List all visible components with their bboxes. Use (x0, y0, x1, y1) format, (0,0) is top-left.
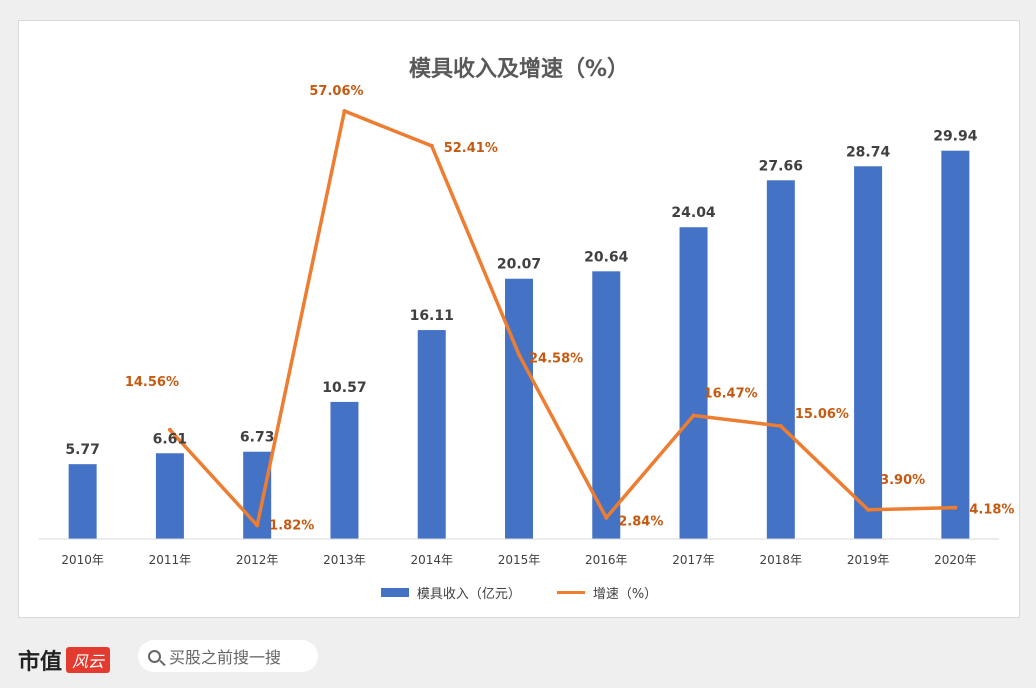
line-label-2016年: 2.84% (618, 515, 663, 530)
line-point-2014年[interactable] (429, 143, 434, 148)
legend-swatch-bar (380, 588, 409, 597)
brand-seal: 风云 (66, 647, 111, 673)
bar-label-2012年: 6.73 (240, 430, 275, 446)
x-tick-2013年: 2013年 (323, 553, 366, 567)
x-tick-2016年: 2016年 (585, 553, 628, 567)
x-tick-2012年: 2012年 (236, 553, 279, 567)
footer: 市值 风云 买股之前搜一搜 (0, 630, 1036, 688)
brand-logo[interactable]: 市值 风云 (18, 644, 111, 676)
chart-card: 模具收入及增速（%） 5.77 6.61 6.73 10.57 16.11 20.07 20… (18, 20, 1020, 618)
legend-item-line[interactable]: 增速（%） (556, 583, 658, 602)
line-label-2012年: 1.82% (269, 518, 314, 533)
bar-label-2010年: 5.77 (65, 442, 100, 458)
growth-line[interactable] (168, 109, 956, 528)
bar-2014年[interactable] (417, 330, 446, 539)
line-label-2014年: 52.41% (444, 141, 498, 156)
bar-label-2014年: 16.11 (410, 308, 454, 324)
bar-2020年[interactable] (941, 150, 970, 539)
x-tick-2011年: 2011年 (149, 553, 192, 567)
x-tick-2018年: 2018年 (760, 553, 803, 567)
line-point-2012年[interactable] (255, 523, 260, 528)
bar-label-2020年: 29.94 (933, 129, 978, 145)
search-icon (148, 649, 161, 663)
line-label-2019年: 3.90% (880, 473, 925, 488)
x-tick-2020年: 2020年 (934, 553, 977, 567)
x-tick-2017年: 2017年 (672, 553, 715, 567)
legend-item-bar[interactable]: 模具收入（亿元） (380, 583, 521, 602)
bar-label-2011年: 6.61 (153, 431, 188, 447)
line-point-2013年[interactable] (342, 109, 347, 114)
line-point-2015年[interactable] (517, 352, 521, 357)
x-tick-2019年: 2019年 (847, 553, 890, 567)
bar-label-2013年: 10.57 (322, 380, 366, 396)
search-text: 买股之前搜一搜 (169, 648, 282, 667)
bar-2019年[interactable] (854, 166, 883, 539)
bar-2011年[interactable] (155, 453, 184, 539)
legend-swatch-line (556, 591, 585, 594)
line-label-2011年: 14.56% (125, 375, 179, 390)
x-tick-2010年: 2010年 (61, 553, 104, 567)
bar-2010年[interactable] (68, 464, 97, 539)
x-tick-2015年: 2015年 (498, 553, 541, 567)
brand-text: 市值 (18, 649, 63, 675)
bar-label-2015年: 20.07 (497, 257, 541, 273)
bar-2018年[interactable] (766, 180, 795, 540)
bar-2015年[interactable] (505, 278, 533, 539)
search-box[interactable]: 买股之前搜一搜 (138, 640, 318, 672)
legend-label-line: 增速（%） (592, 587, 658, 602)
bar-label-2016年: 20.64 (584, 249, 629, 265)
line-point-2020年[interactable] (953, 505, 958, 510)
line-label-2015年: 24.58% (529, 352, 583, 367)
line-label-2013年: 57.06% (309, 84, 363, 99)
line-point-2016年[interactable] (604, 515, 609, 520)
bar-label-2019年: 28.74 (846, 144, 891, 160)
bar-2016年[interactable] (592, 271, 621, 539)
legend: 模具收入（亿元） 增速（%） (19, 583, 1019, 602)
legend-label-bar: 模具收入（亿元） (416, 587, 521, 602)
bar-label-2018年: 27.66 (759, 158, 803, 174)
line-point-2019年[interactable] (866, 507, 871, 512)
bar-label-2017年: 24.04 (671, 205, 716, 221)
line-label-2020年: 4.18% (969, 503, 1014, 518)
line-label-2017年: 16.47% (704, 386, 758, 401)
chart-title: 模具收入及增速（%） (408, 57, 630, 82)
line-label-2018年: 15.06% (795, 407, 849, 422)
bar-2017年[interactable] (679, 227, 708, 539)
x-tick-2014年: 2014年 (410, 553, 453, 567)
line-point-2011年[interactable] (167, 427, 172, 432)
chart-svg: 5.77 6.61 6.73 10.57 16.11 20.07 20.64 24.04 27.… (39, 84, 1014, 567)
line-point-2017年[interactable] (691, 413, 696, 418)
line-point-2018年[interactable] (778, 424, 783, 429)
bar-2013年[interactable] (330, 401, 359, 539)
